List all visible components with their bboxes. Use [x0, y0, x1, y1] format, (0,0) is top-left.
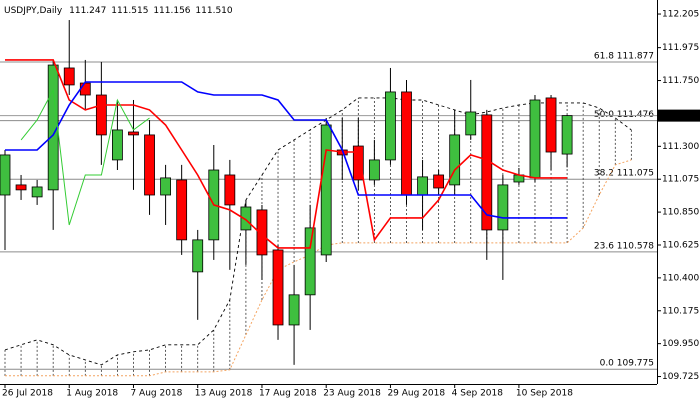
y-tick-label: 110.400	[662, 273, 699, 283]
y-tick-label: 110.850	[662, 208, 699, 218]
indicator-line	[5, 59, 568, 249]
candle-body	[240, 206, 252, 231]
indicator-line	[5, 81, 568, 219]
chart-header: USDJPY,Daily 111.247 111.515 111.156 111…	[4, 6, 233, 16]
ohlc-label: 111.247	[69, 6, 106, 16]
candle-body	[256, 209, 268, 256]
ohlc-label: 111.156	[153, 6, 190, 16]
candle-body	[417, 176, 428, 196]
candle-body	[63, 67, 75, 86]
candle-body	[352, 145, 364, 181]
y-tick-label: 111.975	[662, 43, 699, 53]
candle-body	[160, 177, 172, 196]
last-price-label: 111.510	[661, 111, 698, 121]
candle-body	[288, 294, 300, 326]
candle-body	[529, 99, 541, 179]
y-tick-label: 111.300	[662, 142, 699, 152]
indicator-line	[20, 88, 150, 226]
fib-label: 50.0 111.476	[594, 110, 654, 120]
fib-label: 38.2 111.075	[594, 169, 654, 179]
x-tick-label: 17 Aug 2018	[259, 389, 317, 399]
candle-body	[112, 129, 123, 161]
cloud-span-a	[5, 159, 632, 377]
candle-body	[545, 97, 557, 153]
candle-body	[320, 124, 332, 256]
candle-body	[128, 131, 139, 136]
x-tick-label: 4 Sep 2018	[452, 389, 504, 399]
candle-body	[47, 64, 59, 191]
candle-body	[272, 249, 284, 326]
candle-body	[465, 111, 477, 136]
y-tick-label: 109.950	[662, 339, 699, 349]
chart-title: USDJPY,Daily	[4, 6, 63, 16]
candle-body	[15, 184, 27, 191]
candle-body	[144, 134, 155, 196]
candle-body	[449, 134, 461, 186]
candle-body	[176, 179, 188, 241]
x-tick-label: 1 Aug 2018	[66, 389, 118, 399]
ohlc-label: 111.510	[195, 6, 232, 16]
candle-body	[497, 184, 509, 231]
candle-body	[0, 154, 11, 196]
x-tick-label: 26 Jul 2018	[2, 389, 53, 399]
candle-body	[79, 82, 91, 96]
candle-body	[31, 186, 43, 198]
candle-body	[368, 159, 380, 181]
candle-body	[481, 114, 493, 231]
candle-body	[95, 94, 107, 136]
candle-body	[224, 174, 236, 206]
x-tick-label: 7 Aug 2018	[130, 389, 182, 399]
y-tick-label: 111.075	[662, 175, 699, 185]
last-price-box	[658, 109, 700, 122]
y-tick-label: 110.175	[662, 306, 699, 316]
fib-label: 23.6 110.578	[594, 241, 654, 251]
candle-body	[304, 227, 316, 296]
x-tick-label: 23 Aug 2018	[323, 389, 381, 399]
y-tick-label: 109.725	[662, 372, 699, 382]
ohlc-label: 111.515	[111, 6, 148, 16]
fib-label: 61.8 111.877	[594, 51, 654, 61]
candle-body	[192, 239, 204, 273]
plot-area: 61.8 111.877 50.0 111.476 38.2 111.075 23.6…	[0, 20, 657, 377]
fib-label: 0.0 109.775	[600, 359, 654, 369]
y-tick-label: 110.625	[662, 240, 699, 250]
x-tick-label: 10 Sep 2018	[516, 389, 573, 399]
candle-body	[401, 91, 412, 196]
candle-body	[385, 91, 396, 161]
y-tick-label: 111.750	[662, 76, 699, 86]
candle-body	[561, 115, 573, 155]
x-tick-label: 13 Aug 2018	[195, 389, 253, 399]
x-tick-label: 29 Aug 2018	[387, 389, 445, 399]
y-tick-label: 112.205	[662, 10, 699, 20]
candle-body	[433, 174, 445, 189]
